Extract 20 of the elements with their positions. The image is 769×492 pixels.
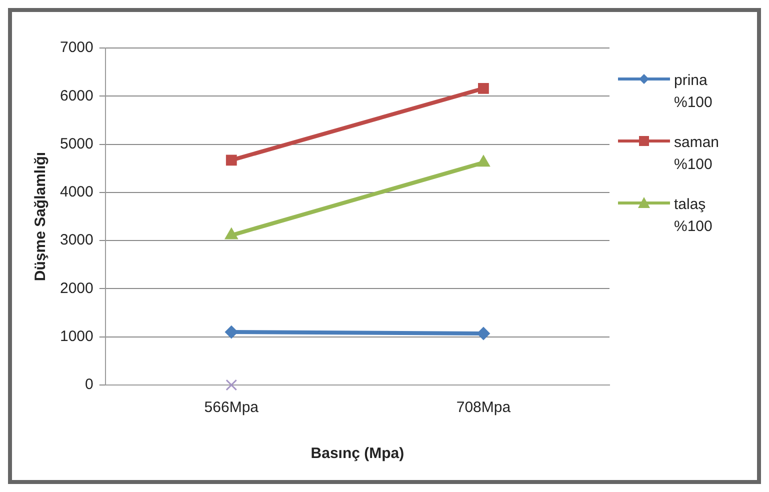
- point: [226, 379, 238, 391]
- x-tick-label: 708Mpa: [456, 399, 512, 416]
- y-tick-label: 0: [85, 376, 94, 394]
- legend-label: saman %100: [674, 133, 720, 175]
- point: [478, 82, 489, 94]
- y-axis-title: Düşme Sağlamlığı: [32, 152, 50, 282]
- y-tick-label: 6000: [60, 87, 94, 104]
- point: [226, 154, 237, 166]
- y-tick-label: 1000: [60, 328, 94, 345]
- x-axis-title: Basınç (Mpa): [310, 445, 404, 462]
- point: [476, 326, 490, 340]
- y-tick-label: 5000: [60, 135, 94, 152]
- point: [224, 326, 238, 339]
- legend-label: prina %100: [674, 71, 714, 113]
- y-tick-label: 4000: [60, 184, 94, 201]
- legend-label: talaş %100: [674, 195, 714, 237]
- x-tick-label: 566Mpa: [204, 399, 260, 416]
- y-tick-label: 7000: [60, 39, 94, 56]
- y-tick-label: 2000: [60, 280, 94, 297]
- y-tick-label: 3000: [60, 232, 94, 249]
